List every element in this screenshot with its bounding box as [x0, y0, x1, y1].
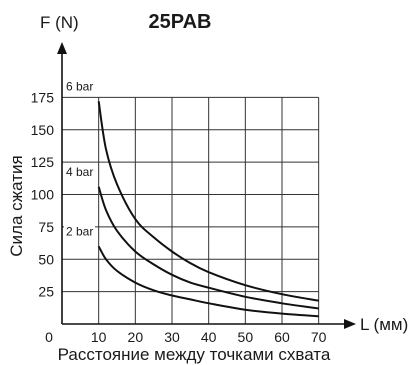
x-axis-arrow	[344, 319, 356, 329]
series-line	[97, 101, 319, 302]
x-tick-label: 10	[91, 329, 107, 345]
series-label-bg	[64, 164, 95, 179]
x-axis-label: Расстояние между точками схвата	[58, 345, 331, 364]
x-tick-label: 70	[311, 329, 327, 345]
x-tick-label: 40	[201, 329, 217, 345]
series-label-bg	[64, 224, 95, 239]
series-line	[97, 245, 319, 318]
axes	[57, 42, 356, 329]
series-label-bg	[64, 79, 95, 94]
x-tick-label: 20	[128, 329, 144, 345]
y-tick-label: 50	[38, 251, 54, 267]
labels: 25 50 75 100 125 150 175 10 20 30 40 50 60 70 6 bar 4 b…	[31, 79, 327, 345]
y-tick-label: 175	[31, 89, 55, 105]
x-axis-unit: L (мм)	[360, 315, 408, 334]
y-tick-label: 100	[31, 187, 55, 203]
series-label: 6 bar	[66, 79, 93, 93]
grid	[62, 96, 320, 324]
series-label: 2 bar	[66, 224, 93, 238]
x-tick-label: 50	[238, 329, 254, 345]
y-axis-label: Сила сжатия	[7, 155, 26, 257]
x-tick-label: 30	[164, 329, 180, 345]
y-axis-unit: F (N)	[40, 13, 79, 32]
series-label: 4 bar	[66, 165, 93, 179]
y-axis-arrow	[57, 42, 67, 54]
y-tick-label: 125	[31, 154, 55, 170]
x-tick-label: 60	[274, 329, 290, 345]
series-line	[97, 186, 319, 310]
y-tick-label: 25	[38, 284, 54, 300]
series	[97, 101, 319, 318]
origin-label: 0	[45, 329, 53, 345]
chart-title: 25PAB	[149, 11, 212, 33]
y-tick-label: 75	[38, 219, 54, 235]
y-tick-label: 150	[31, 122, 55, 138]
